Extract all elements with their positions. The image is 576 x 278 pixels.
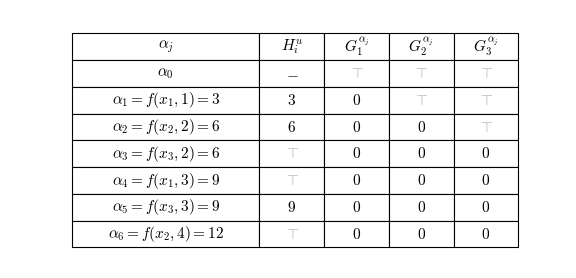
Text: $0$: $0$ xyxy=(352,200,361,215)
Text: $9$: $9$ xyxy=(287,200,296,215)
Bar xyxy=(324,33,389,60)
Bar xyxy=(259,221,324,247)
Text: $\alpha_2 = f(x_2,2) = 6$: $\alpha_2 = f(x_2,2) = 6$ xyxy=(112,117,220,137)
Bar xyxy=(389,87,454,114)
Bar xyxy=(454,87,518,114)
Bar xyxy=(259,60,324,87)
Text: $\top$: $\top$ xyxy=(348,66,365,81)
Bar xyxy=(454,194,518,221)
Text: $-$: $-$ xyxy=(286,66,298,81)
Bar xyxy=(324,140,389,167)
Text: $\top$: $\top$ xyxy=(478,66,494,81)
Bar xyxy=(454,60,518,87)
Text: $\top$: $\top$ xyxy=(414,93,429,108)
Bar xyxy=(72,221,259,247)
Text: $0$: $0$ xyxy=(417,173,426,188)
Bar xyxy=(324,60,389,87)
Text: $6$: $6$ xyxy=(287,120,296,135)
Text: $\top$: $\top$ xyxy=(414,66,429,81)
Bar xyxy=(389,221,454,247)
Bar xyxy=(389,140,454,167)
Text: $0$: $0$ xyxy=(482,227,491,242)
Text: $H_i^u$: $H_i^u$ xyxy=(281,37,303,56)
Text: $\top$: $\top$ xyxy=(284,146,300,161)
Bar xyxy=(389,114,454,140)
Bar xyxy=(259,87,324,114)
Bar xyxy=(324,87,389,114)
Bar xyxy=(72,194,259,221)
Text: $\alpha_4 = f(x_1,3) = 9$: $\alpha_4 = f(x_1,3) = 9$ xyxy=(112,170,220,190)
Bar xyxy=(389,194,454,221)
Bar xyxy=(72,33,259,60)
Bar xyxy=(259,114,324,140)
Bar xyxy=(72,167,259,194)
Text: $0$: $0$ xyxy=(482,173,491,188)
Text: $0$: $0$ xyxy=(417,200,426,215)
Text: $0$: $0$ xyxy=(352,173,361,188)
Text: $\alpha_3 = f(x_3,2) = 6$: $\alpha_3 = f(x_3,2) = 6$ xyxy=(112,144,220,164)
Bar xyxy=(324,221,389,247)
Bar xyxy=(454,140,518,167)
Text: $0$: $0$ xyxy=(482,146,491,161)
Text: $G_2^{\alpha_j}$: $G_2^{\alpha_j}$ xyxy=(408,36,434,58)
Bar xyxy=(259,167,324,194)
Bar xyxy=(259,33,324,60)
Bar xyxy=(72,60,259,87)
Text: $0$: $0$ xyxy=(417,120,426,135)
Text: $\alpha_6 = f(x_2,4) = 12$: $\alpha_6 = f(x_2,4) = 12$ xyxy=(108,224,223,244)
Bar xyxy=(72,114,259,140)
Bar xyxy=(454,221,518,247)
Text: $\alpha_0$: $\alpha_0$ xyxy=(157,66,174,81)
Bar xyxy=(324,194,389,221)
Text: $\alpha_1 = f(x_1,1) = 3$: $\alpha_1 = f(x_1,1) = 3$ xyxy=(112,90,220,110)
Text: $0$: $0$ xyxy=(482,200,491,215)
Bar xyxy=(454,33,518,60)
Text: $0$: $0$ xyxy=(352,227,361,242)
Text: $0$: $0$ xyxy=(352,120,361,135)
Bar xyxy=(389,167,454,194)
Text: $\top$: $\top$ xyxy=(284,173,300,188)
Text: $\alpha_j$: $\alpha_j$ xyxy=(158,38,174,55)
Text: $0$: $0$ xyxy=(417,146,426,161)
Bar xyxy=(72,140,259,167)
Bar xyxy=(259,194,324,221)
Text: $G_1^{\alpha_j}$: $G_1^{\alpha_j}$ xyxy=(344,36,370,58)
Text: $0$: $0$ xyxy=(417,227,426,242)
Bar xyxy=(324,167,389,194)
Text: $0$: $0$ xyxy=(352,146,361,161)
Bar xyxy=(389,60,454,87)
Bar xyxy=(72,87,259,114)
Text: $\alpha_5 = f(x_3,3) = 9$: $\alpha_5 = f(x_3,3) = 9$ xyxy=(112,197,220,217)
Bar xyxy=(324,114,389,140)
Text: $\top$: $\top$ xyxy=(478,93,494,108)
Text: $G_3^{\alpha_j}$: $G_3^{\alpha_j}$ xyxy=(473,36,499,58)
Text: $\top$: $\top$ xyxy=(478,120,494,135)
Bar xyxy=(259,140,324,167)
Bar xyxy=(454,114,518,140)
Text: $0$: $0$ xyxy=(352,93,361,108)
Text: $\top$: $\top$ xyxy=(284,227,300,242)
Bar xyxy=(454,167,518,194)
Text: $3$: $3$ xyxy=(287,93,296,108)
Bar xyxy=(389,33,454,60)
